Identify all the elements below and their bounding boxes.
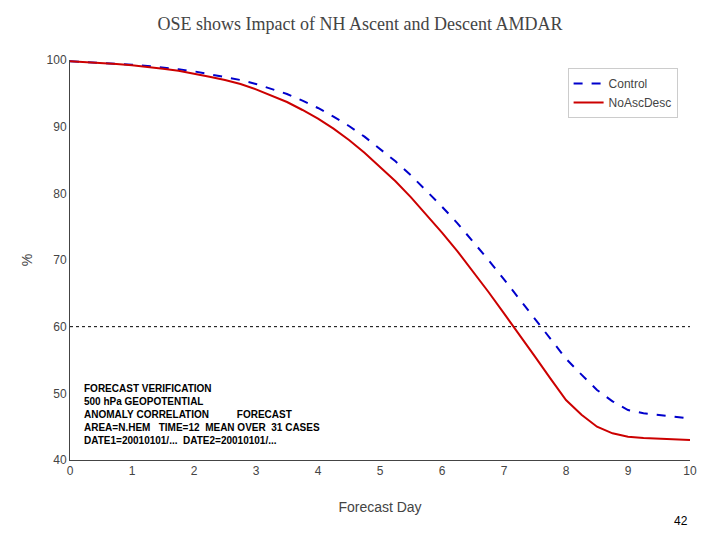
svg-text:80: 80 bbox=[53, 187, 67, 201]
svg-text:70: 70 bbox=[53, 253, 67, 267]
svg-text:42: 42 bbox=[674, 514, 688, 528]
svg-text:50: 50 bbox=[53, 387, 67, 401]
svg-text:2: 2 bbox=[191, 464, 198, 478]
svg-text:9: 9 bbox=[625, 464, 632, 478]
svg-text:6: 6 bbox=[439, 464, 446, 478]
svg-text:100: 100 bbox=[47, 53, 67, 67]
svg-text:8: 8 bbox=[563, 464, 570, 478]
svg-text:0: 0 bbox=[67, 464, 74, 478]
svg-text:7: 7 bbox=[501, 464, 508, 478]
svg-text:10: 10 bbox=[683, 464, 697, 478]
svg-text:%: % bbox=[19, 254, 35, 266]
svg-text:NoAscDesc: NoAscDesc bbox=[609, 96, 672, 110]
svg-text:Forecast Day: Forecast Day bbox=[338, 499, 421, 515]
svg-text:OSE shows Impact of NH Ascent: OSE shows Impact of NH Ascent and Descen… bbox=[158, 14, 563, 34]
svg-text:3: 3 bbox=[253, 464, 260, 478]
svg-text:90: 90 bbox=[53, 120, 67, 134]
svg-text:FORECAST VERIFICATION500 hPa G: FORECAST VERIFICATION500 hPa GEOPOTENTIA… bbox=[84, 383, 320, 446]
svg-text:5: 5 bbox=[377, 464, 384, 478]
svg-text:40: 40 bbox=[53, 453, 67, 467]
svg-text:Control: Control bbox=[609, 77, 648, 91]
svg-text:4: 4 bbox=[315, 464, 322, 478]
svg-text:1: 1 bbox=[129, 464, 136, 478]
svg-text:60: 60 bbox=[53, 320, 67, 334]
